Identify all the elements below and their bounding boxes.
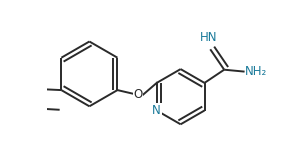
Text: NH₂: NH₂ <box>245 65 267 78</box>
Text: HN: HN <box>200 31 218 44</box>
Text: N: N <box>152 104 161 117</box>
Text: O: O <box>133 88 143 101</box>
